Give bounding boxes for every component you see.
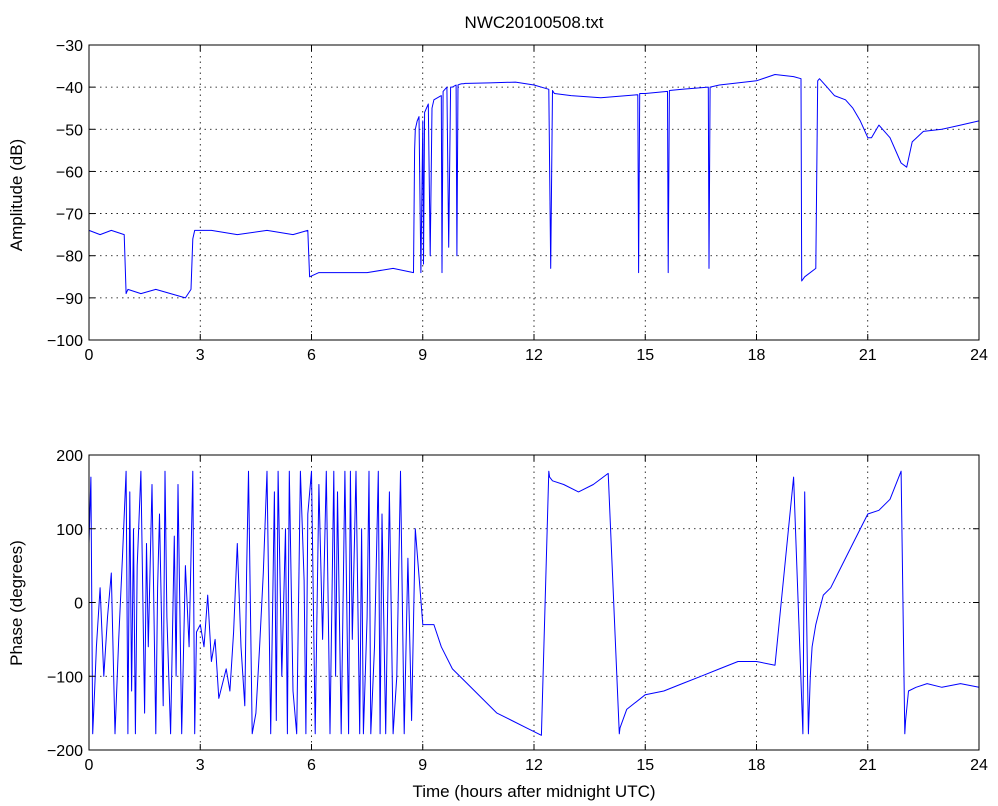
amplitude-x-tick-label: 24 <box>970 347 988 364</box>
phase-axes: 0 3 6 9 12 15 18 21 24 −200 −100 0 100 200 <box>47 448 988 774</box>
amplitude-y-tick-label: −100 <box>47 333 83 350</box>
phase-x-tick-label: 18 <box>748 757 766 774</box>
amplitude-y-axis-label: Amplitude (dB) <box>7 139 26 251</box>
amplitude-x-tick-label: 12 <box>525 347 543 364</box>
phase-x-tick-label: 12 <box>525 757 543 774</box>
phase-x-tick-label: 0 <box>85 757 94 774</box>
phase-y-tick-label: 0 <box>74 596 83 613</box>
amplitude-x-tick-label: 9 <box>418 347 427 364</box>
amplitude-x-tick-label: 21 <box>859 347 877 364</box>
chart-title: NWC20100508.txt <box>465 13 604 32</box>
phase-x-tick-label: 3 <box>196 757 205 774</box>
amplitude-y-tick-label: −60 <box>56 164 83 181</box>
amplitude-y-tick-label: −50 <box>56 122 83 139</box>
phase-y-tick-label: 200 <box>56 448 83 465</box>
phase-x-tick-label: 21 <box>859 757 877 774</box>
amplitude-series-line <box>88 74 980 299</box>
amplitude-x-tick-label: 6 <box>307 347 316 364</box>
phase-x-tick-label: 15 <box>636 757 654 774</box>
amplitude-axes: 0 3 6 9 12 15 18 21 24 −100 −90 −80 −70 −60 −50 −40 −30 <box>47 38 988 364</box>
phase-y-tick-label: −100 <box>47 669 83 686</box>
amplitude-y-tick-label: −80 <box>56 249 83 266</box>
phase-y-axis-label: Phase (degrees) <box>7 540 26 666</box>
phase-x-tick-label: 6 <box>307 757 316 774</box>
amplitude-y-tick-label: −40 <box>56 80 83 97</box>
phase-x-tick-label: 24 <box>970 757 988 774</box>
amplitude-x-tick-label: 15 <box>636 347 654 364</box>
amplitude-x-tick-label: 0 <box>85 347 94 364</box>
amplitude-y-tick-label: −30 <box>56 38 83 55</box>
phase-y-tick-label: 100 <box>56 522 83 539</box>
phase-x-axis-label: Time (hours after midnight UTC) <box>412 782 655 801</box>
phase-series-line <box>88 470 980 736</box>
amplitude-x-tick-label: 18 <box>748 347 766 364</box>
amplitude-x-tick-label: 3 <box>196 347 205 364</box>
phase-x-tick-label: 9 <box>418 757 427 774</box>
phase-y-tick-label: −200 <box>47 743 83 760</box>
amplitude-y-tick-label: −70 <box>56 207 83 224</box>
amplitude-y-tick-label: −90 <box>56 291 83 308</box>
